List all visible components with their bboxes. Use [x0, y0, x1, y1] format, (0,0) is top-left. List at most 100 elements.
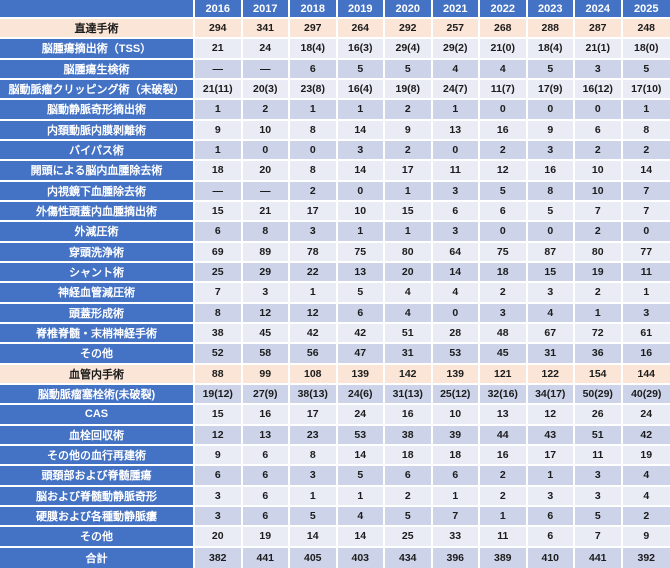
value-cell: 139	[337, 364, 385, 385]
table-row: 脳動脈瘤塞栓術(未破裂) 19(12) 27(9) 38(13) 24(6) 31(13)…	[0, 384, 670, 406]
value-cell: 2	[575, 222, 623, 243]
row-label: 血栓回収術	[0, 425, 195, 446]
value-cell: 6	[432, 466, 480, 487]
value-cell: 29	[242, 262, 290, 284]
value-cell: 0	[432, 303, 480, 324]
value-cell: 27(9)	[242, 384, 290, 406]
row-label: 頭蓋形成術	[0, 303, 195, 324]
value-cell: 13	[337, 262, 385, 284]
value-cell: 294	[195, 19, 243, 40]
value-cell: 9	[527, 120, 575, 141]
value-cell: 53	[432, 344, 480, 365]
value-cell: 8	[242, 222, 290, 243]
value-cell: 257	[432, 19, 480, 40]
value-cell: 24	[622, 405, 670, 426]
value-cell: 12	[480, 161, 528, 182]
value-cell: 5	[337, 283, 385, 304]
value-cell: 9	[195, 120, 243, 141]
value-cell: 29(4)	[385, 39, 433, 60]
value-cell: 25	[385, 527, 433, 548]
value-cell: 17	[385, 161, 433, 182]
value-cell: 1	[195, 140, 243, 162]
value-cell: 21(0)	[480, 39, 528, 60]
value-cell: 18(0)	[622, 39, 670, 60]
value-cell: 8	[290, 161, 338, 182]
value-cell: 56	[290, 344, 338, 365]
value-cell: 3	[575, 486, 623, 507]
value-cell: 3	[432, 181, 480, 202]
value-cell: 6	[242, 486, 290, 507]
value-cell: 1	[290, 100, 338, 121]
value-cell: 50(29)	[575, 384, 623, 406]
value-cell: 15	[195, 405, 243, 426]
value-cell: 4	[527, 303, 575, 324]
value-cell: 7	[195, 283, 243, 304]
value-cell: 19	[242, 527, 290, 548]
value-cell: 67	[527, 323, 575, 345]
value-cell: 0	[575, 100, 623, 121]
table-body: 直達手術 294 341 297 264 292 257 268 288 287 248 脳腫瘍摘出術…	[0, 19, 670, 568]
table-header: 2016 2017 2018 2019 2020 2021 2022 2023 2024 2025	[0, 0, 670, 19]
row-label: 脳および脊髄動静脈奇形	[0, 486, 195, 507]
value-cell: 121	[480, 364, 528, 385]
value-cell: 7	[575, 201, 623, 223]
value-cell: 53	[337, 425, 385, 446]
row-label: 脳動静脈奇形摘出術	[0, 100, 195, 121]
value-cell: 9	[195, 445, 243, 467]
value-cell: 1	[432, 100, 480, 121]
value-cell: 20	[385, 262, 433, 284]
value-cell: 287	[575, 19, 623, 40]
value-cell: 32(16)	[480, 384, 528, 406]
value-cell: 13	[432, 120, 480, 141]
value-cell: 31	[527, 344, 575, 365]
value-cell: 8	[290, 445, 338, 467]
value-cell: 6	[242, 466, 290, 487]
value-cell: 8	[622, 120, 670, 141]
value-cell: 144	[622, 364, 670, 385]
year-header-row: 2016 2017 2018 2019 2020 2021 2022 2023 2024 2025	[0, 0, 670, 19]
value-cell: 5	[337, 466, 385, 487]
value-cell: 108	[290, 364, 338, 385]
value-cell: 6	[385, 466, 433, 487]
value-cell: 17	[290, 405, 338, 426]
value-cell: 139	[432, 364, 480, 385]
value-cell: 396	[432, 547, 480, 568]
value-cell: 1	[622, 283, 670, 304]
value-cell: 16(12)	[575, 79, 623, 101]
value-cell: 14	[337, 161, 385, 182]
value-cell: 6	[527, 506, 575, 528]
value-cell: 47	[337, 344, 385, 365]
value-cell: 3	[480, 303, 528, 324]
value-cell: 11	[432, 161, 480, 182]
row-label: 外傷性頭蓋内血腫摘出術	[0, 201, 195, 223]
value-cell: 1	[337, 486, 385, 507]
value-cell: 22	[290, 262, 338, 284]
table-row: 頭頚部および脊髄腫瘍 6 6 3 5 6 6 2 1 3 4	[0, 466, 670, 487]
value-cell: 38	[385, 425, 433, 446]
value-cell: 5	[290, 506, 338, 528]
row-label: 直達手術	[0, 19, 195, 40]
value-cell: 16	[622, 344, 670, 365]
value-cell: 4	[622, 486, 670, 507]
year-header: 2019	[337, 0, 385, 19]
value-cell: 78	[290, 242, 338, 263]
value-cell: 5	[385, 506, 433, 528]
value-cell: ―	[195, 181, 243, 202]
value-cell: 10	[575, 181, 623, 202]
value-cell: 43	[527, 425, 575, 446]
value-cell: 4	[480, 59, 528, 80]
value-cell: 11	[622, 262, 670, 284]
value-cell: 4	[432, 59, 480, 80]
table-row: CAS 15 16 17 24 16 10 13 12 26 24	[0, 405, 670, 426]
row-label: バイパス術	[0, 140, 195, 162]
value-cell: 12	[527, 405, 575, 426]
value-cell: 0	[432, 140, 480, 162]
value-cell: 1	[432, 486, 480, 507]
value-cell: 45	[242, 323, 290, 345]
row-label: CAS	[0, 405, 195, 426]
value-cell: 16(3)	[337, 39, 385, 60]
value-cell: 248	[622, 19, 670, 40]
value-cell: 16	[480, 120, 528, 141]
row-label: 内頚動脈内膜剥離術	[0, 120, 195, 141]
